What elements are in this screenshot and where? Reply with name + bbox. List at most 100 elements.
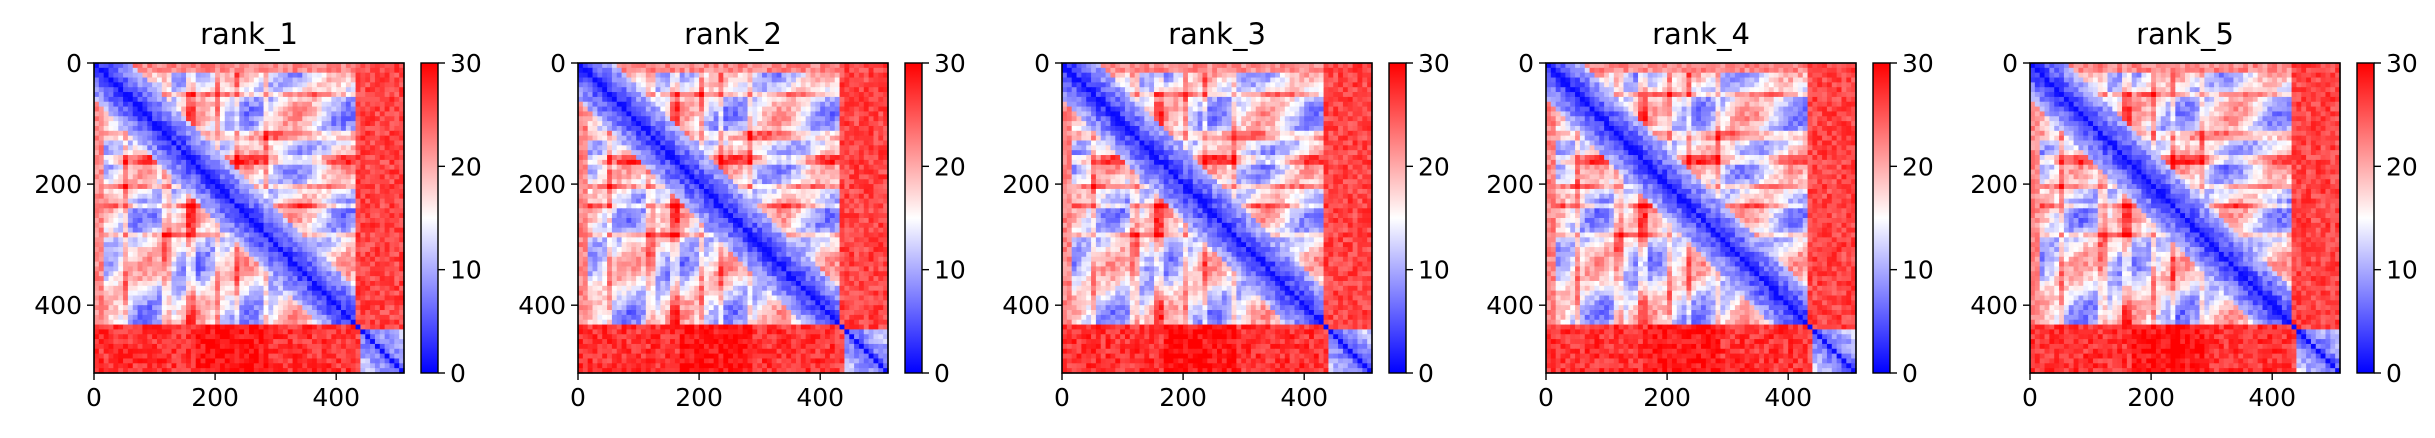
heatmap-cell	[249, 213, 255, 219]
heatmap-cell	[113, 271, 119, 277]
heatmap-cell	[326, 358, 332, 364]
heatmap-cell	[355, 208, 361, 214]
heatmap-cell	[713, 87, 720, 93]
heatmap-cell	[365, 125, 371, 132]
heatmap-cell	[655, 106, 661, 113]
heatmap-cell	[268, 184, 274, 190]
heatmap-cell	[336, 87, 342, 93]
heatmap-cell	[355, 193, 361, 200]
heatmap-cell	[282, 169, 289, 175]
heatmap-cell	[326, 295, 332, 301]
heatmap-cell	[94, 368, 100, 374]
heatmap-cell	[670, 72, 676, 79]
heatmap-cell	[834, 96, 841, 103]
heatmap-cell	[94, 72, 100, 79]
heatmap-cell	[147, 285, 153, 292]
heatmap-cell	[278, 208, 284, 214]
heatmap-cell	[142, 72, 148, 79]
heatmap-cell	[747, 92, 753, 98]
heatmap-cell	[215, 121, 221, 127]
heatmap-cell	[268, 295, 274, 301]
heatmap-cell	[205, 247, 211, 253]
heatmap-cell	[883, 82, 889, 88]
heatmap-cell	[249, 188, 255, 195]
heatmap-cell	[292, 121, 299, 127]
heatmap-cell	[626, 125, 632, 132]
heatmap-cell	[854, 77, 860, 83]
heatmap-cell	[282, 184, 289, 190]
heatmap-cell	[215, 164, 221, 171]
heatmap-cell	[326, 348, 332, 355]
heatmap-cell	[360, 135, 366, 142]
heatmap-cell	[399, 155, 405, 161]
heatmap-cell	[205, 130, 211, 137]
heatmap-cell	[282, 343, 289, 350]
heatmap-cell	[399, 348, 405, 355]
heatmap-cell	[679, 92, 686, 98]
heatmap-cell	[215, 256, 221, 263]
heatmap-cell	[224, 145, 231, 151]
heatmap-cell	[350, 290, 357, 297]
heatmap-cell	[224, 305, 231, 311]
heatmap-cell	[616, 121, 623, 127]
heatmap-cell	[147, 72, 153, 79]
heatmap-cell	[689, 106, 695, 113]
heatmap-cell	[742, 67, 749, 74]
heatmap-cell	[166, 247, 173, 253]
heatmap-cell	[355, 280, 361, 287]
heatmap-cell	[713, 111, 720, 117]
heatmap-cell	[737, 125, 744, 132]
heatmap-cell	[321, 184, 328, 190]
heatmap-cell	[307, 339, 313, 345]
heatmap-cell	[321, 271, 328, 277]
heatmap-cell	[815, 111, 821, 117]
heatmap-cell	[239, 353, 245, 360]
heatmap-cell	[253, 348, 260, 355]
heatmap-cell	[94, 145, 100, 151]
heatmap-cell	[316, 208, 323, 214]
heatmap-cell	[186, 164, 192, 171]
heatmap-cell	[674, 111, 681, 117]
heatmap-cell	[229, 310, 236, 316]
heatmap-cell	[253, 106, 260, 113]
heatmap-cell	[360, 319, 366, 326]
heatmap-cell	[297, 237, 303, 243]
heatmap-cell	[108, 285, 114, 292]
heatmap-cell	[205, 285, 211, 292]
heatmap-cell	[321, 111, 328, 117]
heatmap-cell	[156, 198, 163, 205]
heatmap-cell	[394, 121, 400, 127]
heatmap-cell	[297, 87, 303, 93]
heatmap-cell	[166, 188, 173, 195]
heatmap-cell	[108, 232, 114, 238]
heatmap-cell	[195, 179, 202, 185]
heatmap-cell	[321, 121, 328, 127]
heatmap-cell	[94, 329, 100, 335]
heatmap-cell	[244, 290, 250, 297]
heatmap-cell	[132, 256, 139, 263]
heatmap-cell	[287, 82, 294, 88]
heatmap-cell	[307, 300, 313, 306]
heatmap-cell	[684, 96, 690, 103]
heatmap-cell	[355, 87, 361, 93]
heatmap-cell	[258, 329, 265, 335]
heatmap-cell	[757, 111, 763, 117]
heatmap-cell	[161, 179, 168, 185]
heatmap-cell	[776, 116, 783, 122]
heatmap-cell	[379, 256, 386, 263]
heatmap-cell	[123, 121, 129, 127]
heatmap-cell	[737, 63, 744, 69]
heatmap-cell	[273, 319, 279, 326]
heatmap-cell	[636, 116, 642, 122]
heatmap-cell	[626, 106, 632, 113]
heatmap-cell	[215, 218, 221, 224]
heatmap-cell	[103, 237, 110, 243]
heatmap-cell	[825, 67, 831, 74]
heatmap-cell	[282, 280, 289, 287]
heatmap-cell	[307, 329, 313, 335]
heatmap-cell	[186, 169, 192, 175]
heatmap-cell	[234, 343, 240, 350]
heatmap-cell	[631, 87, 637, 93]
heatmap-cell	[229, 358, 236, 364]
heatmap-cell	[152, 310, 158, 316]
